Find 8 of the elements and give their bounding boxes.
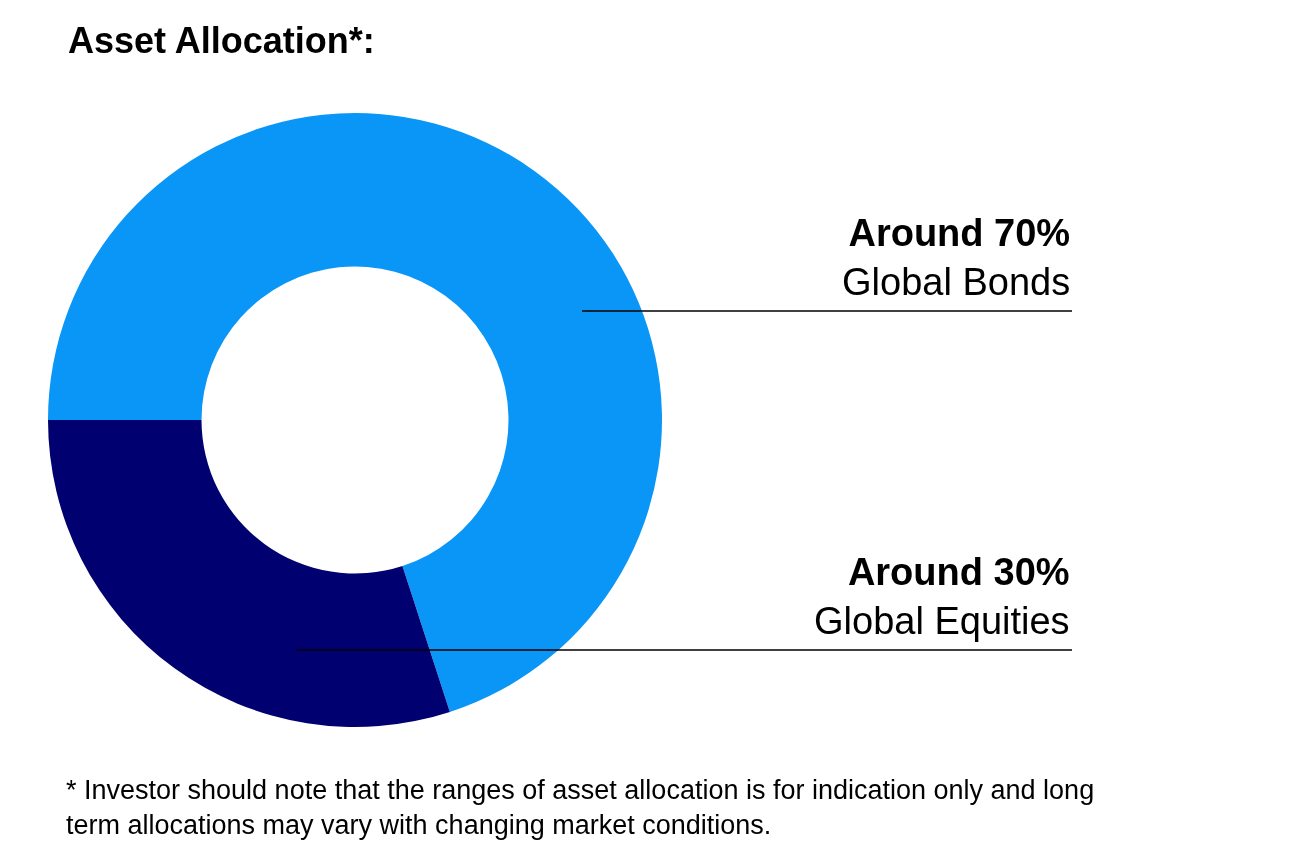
donut-slice — [48, 113, 662, 712]
chart-title: Asset Allocation*: — [68, 20, 375, 62]
donut-slice — [48, 420, 450, 727]
data-label: Around 70% — [848, 212, 1071, 254]
text: * Investor should note that the ranges of asset allocation is for indication only and long term allocations may vary with changing market conditions. — [66, 775, 1095, 841]
slice-label: Global Bonds — [842, 261, 1071, 304]
slice-label: Global Equities — [814, 600, 1070, 643]
data-label: Around 30% — [847, 551, 1070, 593]
